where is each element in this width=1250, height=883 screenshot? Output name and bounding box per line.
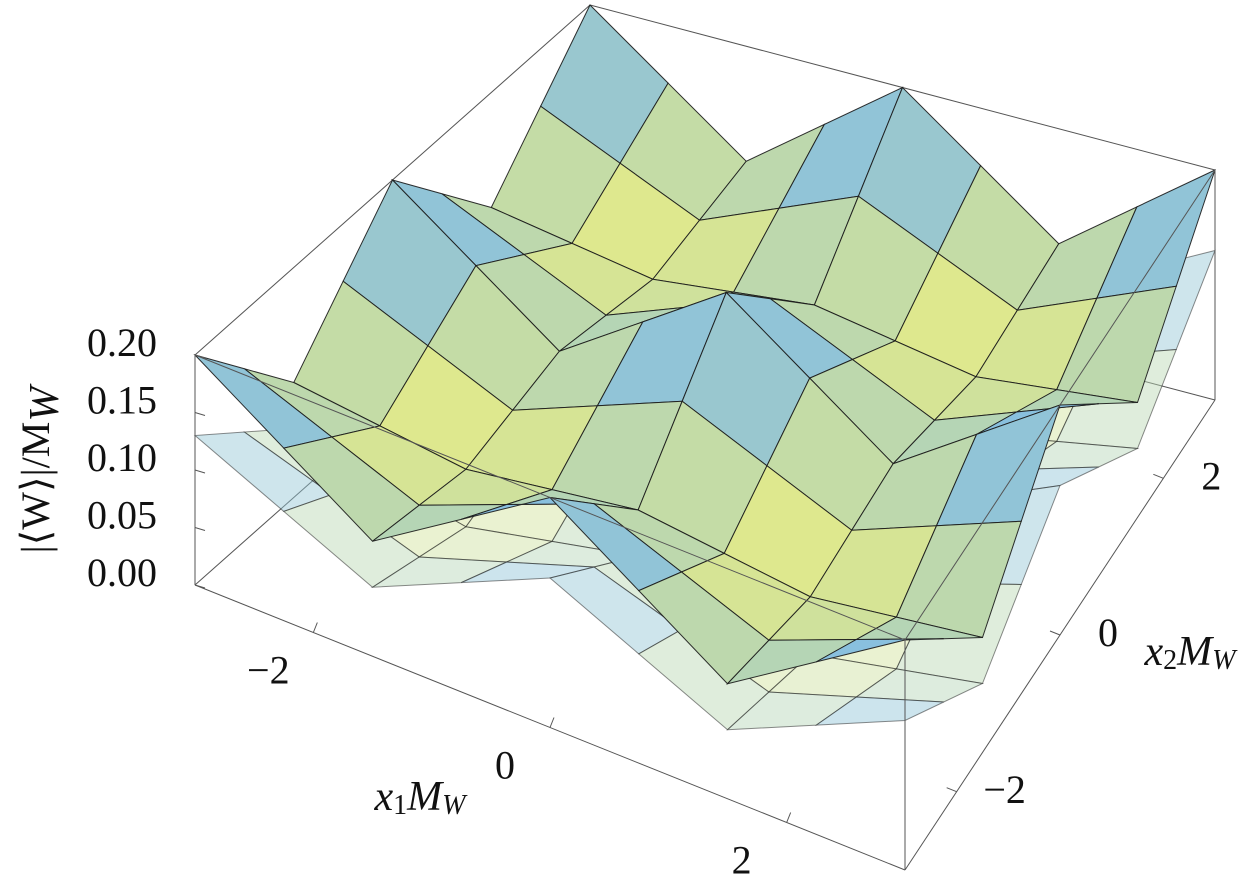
- x-tick: [312, 622, 318, 633]
- y-tick: [1153, 473, 1164, 479]
- box-edge: [194, 354, 906, 641]
- z-tick: [194, 584, 206, 589]
- y-tick: [946, 787, 957, 793]
- z-tick: [194, 412, 206, 416]
- box-edge: [904, 169, 1216, 641]
- z-axis-title: |⟨W⟩|/MW: [13, 383, 67, 554]
- x-tick: [549, 717, 555, 728]
- y-tick-label: 0: [1098, 610, 1118, 655]
- z-tick: [194, 469, 206, 474]
- surface-cell: [816, 638, 944, 663]
- x-axis-title: x1MW: [374, 774, 469, 822]
- z-tick-label: 0.00: [87, 550, 157, 595]
- y-axis-title: x2MW: [1144, 629, 1239, 677]
- x-tick-label: 0: [495, 743, 515, 788]
- z-tick: [194, 354, 206, 359]
- x-tick-label: −2: [247, 648, 290, 693]
- y-tick-label: 2: [1201, 454, 1221, 499]
- surface-cell: [814, 696, 944, 726]
- surfaces: [193, 4, 1216, 731]
- y-tick-label: −2: [983, 767, 1026, 812]
- front-box: 0.00 0.05 0.10 0.15 0.20 −2 0 2 −2 0 2: [87, 169, 1221, 883]
- z-tick-label: 0.15: [87, 378, 157, 423]
- y-tick: [1049, 630, 1061, 636]
- x-tick: [786, 812, 792, 823]
- x-tick-label: 2: [732, 838, 752, 883]
- z-tick-label: 0.05: [87, 493, 157, 538]
- z-tick: [194, 527, 206, 531]
- z-tick-label: 0.10: [87, 435, 157, 480]
- z-tick-label: 0.20: [87, 320, 157, 365]
